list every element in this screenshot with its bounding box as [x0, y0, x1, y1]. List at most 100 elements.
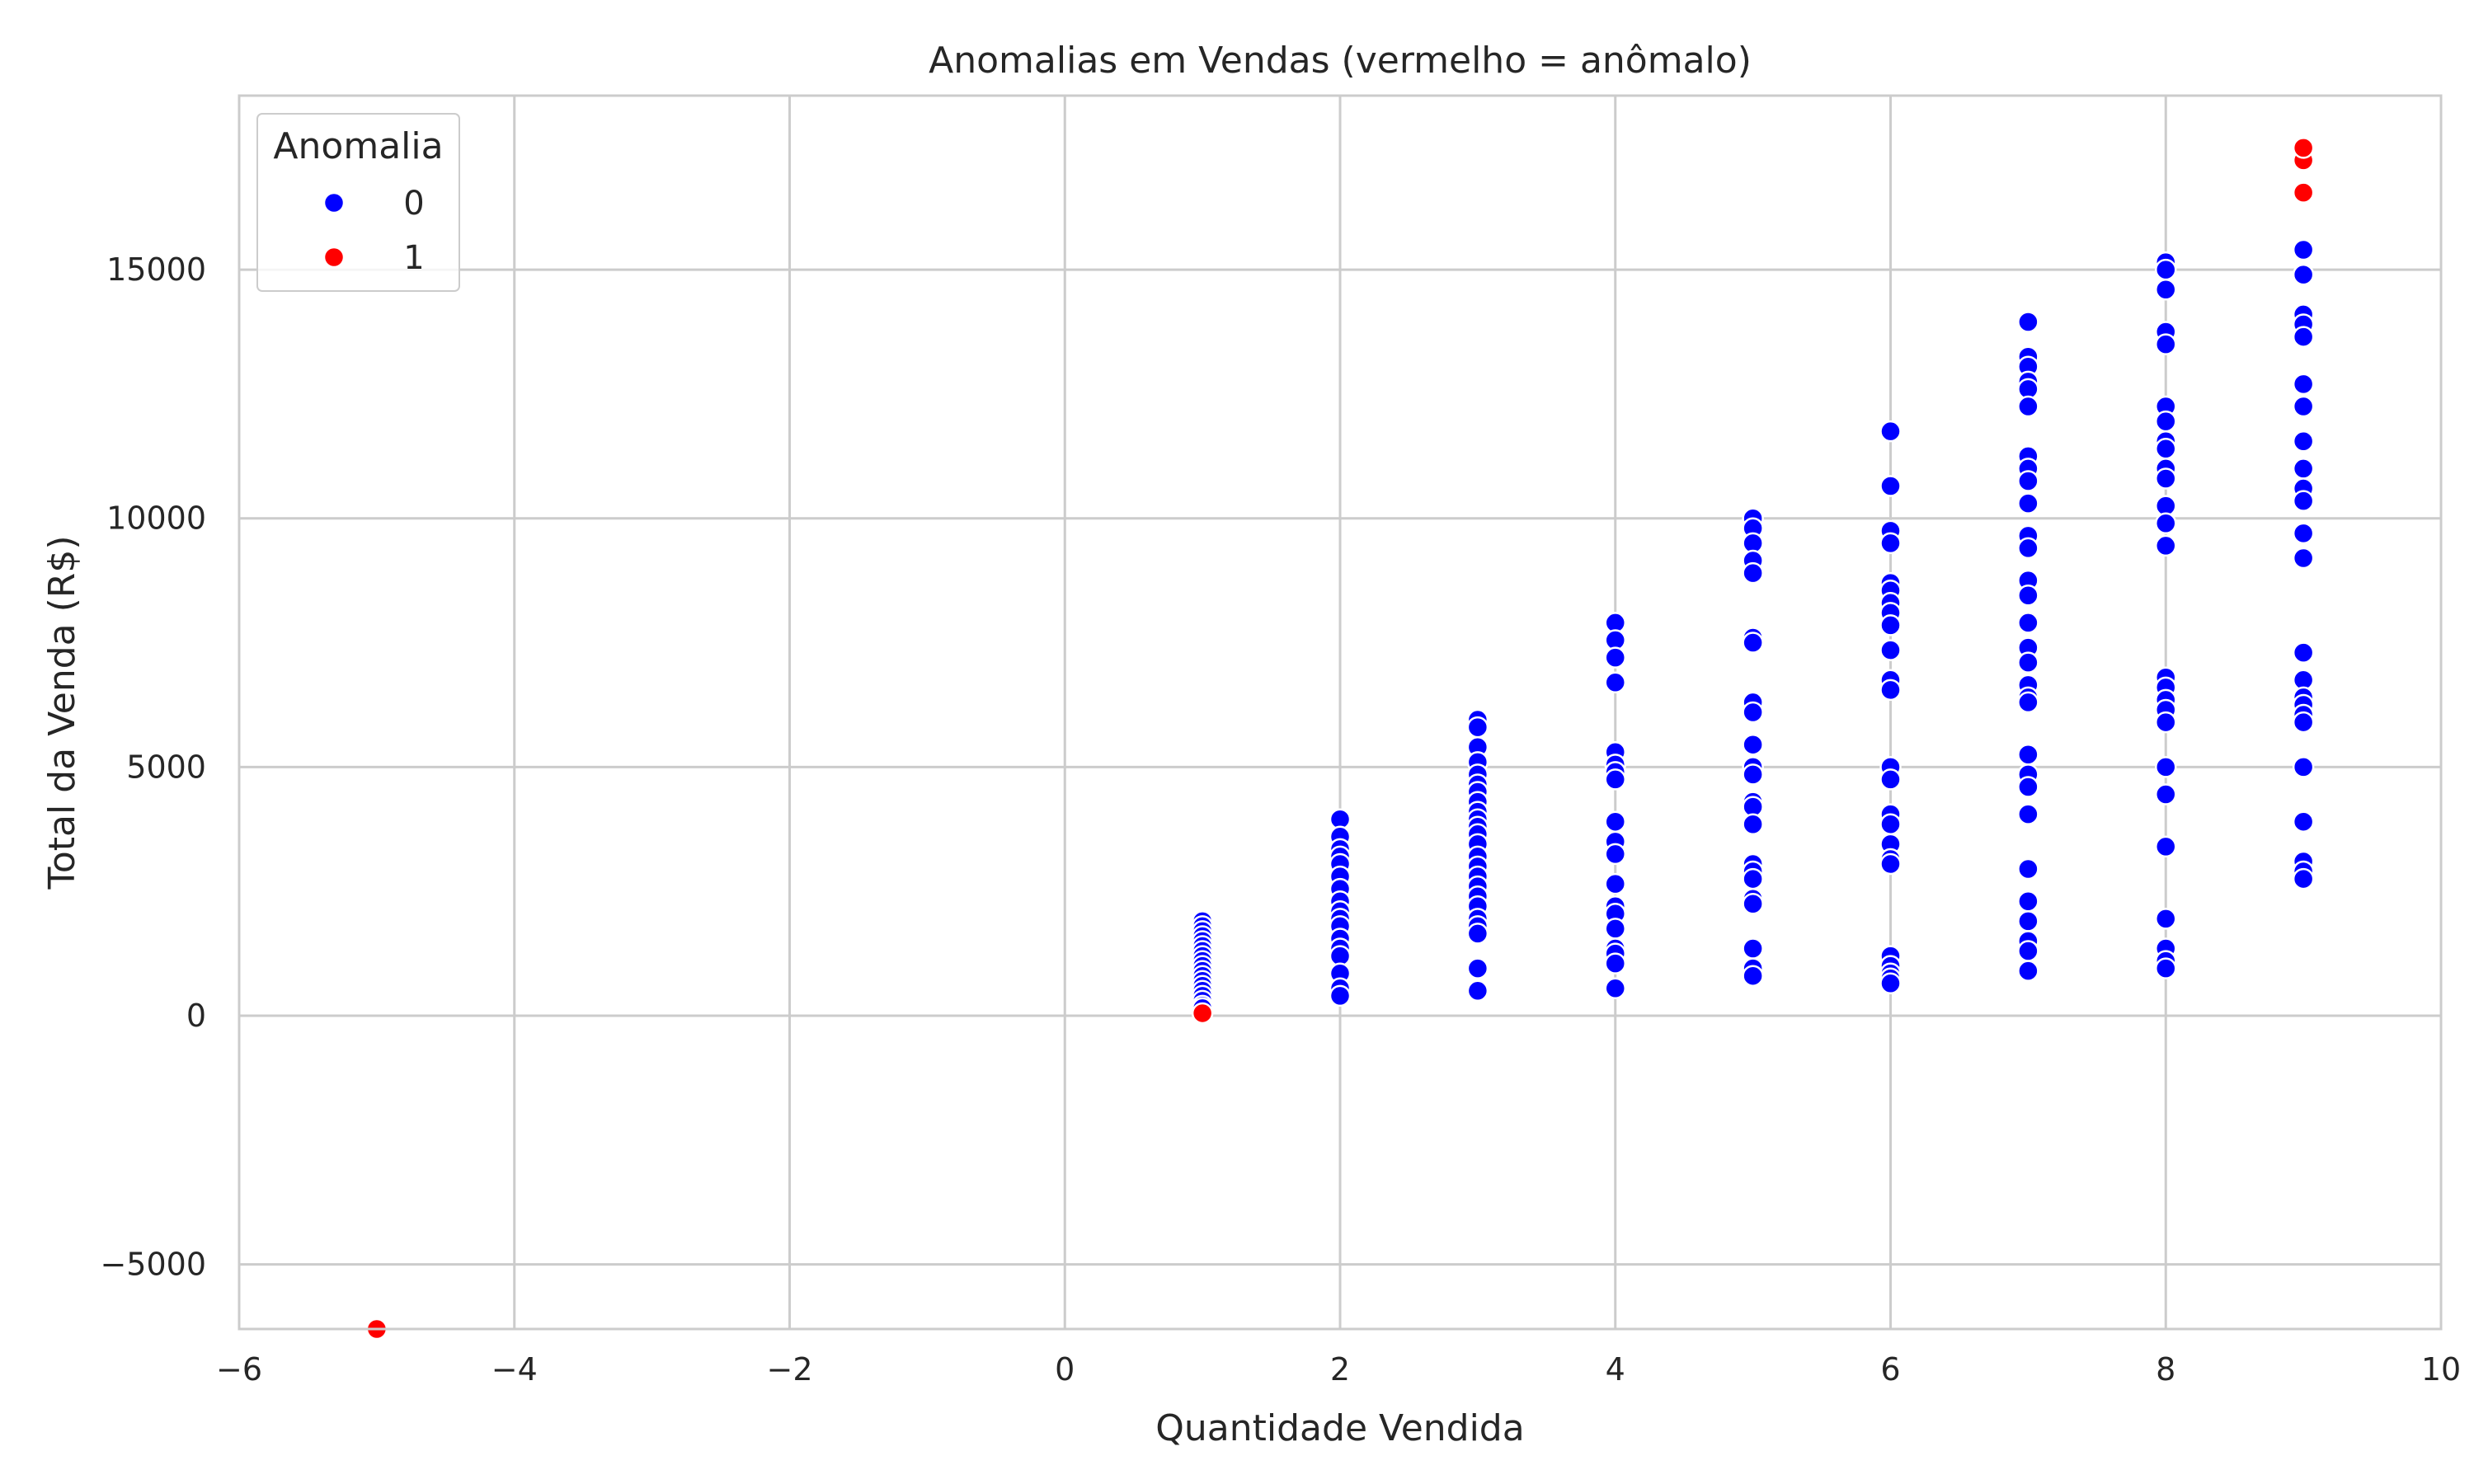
data-point-series-0	[2292, 711, 2315, 734]
data-point-series-0	[2017, 803, 2039, 825]
data-point-series-0	[2155, 711, 2177, 734]
data-point-series-0	[1604, 671, 1626, 694]
data-point-series-0	[1742, 701, 1764, 724]
data-point-series-0	[1742, 763, 1764, 786]
data-point-series-0	[2155, 756, 2177, 778]
x-axis-label: Quantidade Vendida	[1155, 1407, 1524, 1449]
data-point-series-1	[2292, 181, 2315, 204]
legend-marker	[322, 246, 346, 269]
x-tick-label: −6	[216, 1351, 262, 1388]
data-point-series-0	[2017, 940, 2039, 962]
data-point-series-0	[1879, 852, 1902, 876]
data-point-series-0	[2017, 776, 2039, 798]
data-point-series-0	[1742, 937, 1764, 960]
legend-box	[256, 113, 460, 292]
data-point-series-0	[1742, 561, 1764, 585]
x-tick-label: 6	[1880, 1351, 1900, 1388]
legend: Anomalia 01	[256, 113, 460, 292]
x-tick-label: 2	[1330, 1351, 1350, 1388]
data-point-series-0	[1742, 867, 1764, 890]
data-point-series-0	[1742, 813, 1764, 835]
x-tick-label: 10	[2421, 1351, 2461, 1388]
data-point-series-0	[1329, 984, 1352, 1007]
data-point-series-0	[2017, 395, 2039, 418]
data-point-series-0	[1466, 923, 1489, 945]
data-point-series-0	[1466, 957, 1489, 979]
data-point-series-0	[2292, 756, 2315, 778]
data-point-series-0	[1879, 614, 1902, 636]
plot-frame	[238, 94, 2443, 1331]
data-point-series-0	[2155, 438, 2177, 460]
data-point-series-0	[1742, 892, 1764, 915]
data-point-series-0	[2155, 534, 2177, 557]
y-tick-label: 5000	[126, 749, 206, 785]
data-point-series-0	[1604, 843, 1626, 866]
data-point-series-0	[2292, 238, 2315, 261]
data-point-series-0	[1879, 475, 1902, 497]
data-point-series-0	[1879, 768, 1902, 791]
data-point-series-0	[2292, 326, 2315, 348]
data-point-series-0	[1742, 733, 1764, 756]
data-point-series-0	[2292, 867, 2315, 890]
x-tick-label: 0	[1055, 1351, 1075, 1388]
data-point-series-0	[2292, 373, 2315, 396]
data-point-series-0	[1879, 679, 1902, 702]
data-point-series-0	[2292, 547, 2315, 570]
data-point-series-0	[2292, 641, 2315, 664]
x-tick-labels: −6 −4 −2 0 2 4 6 8 10	[216, 1351, 2461, 1388]
data-point-series-1	[1191, 1002, 1214, 1025]
x-tick-label: 8	[2156, 1351, 2175, 1388]
data-point-series-0	[2292, 490, 2315, 512]
data-point-series-0	[1466, 979, 1489, 1003]
data-point-series-0	[1604, 977, 1626, 1000]
x-tick-label: −2	[766, 1351, 812, 1388]
y-tick-label: 10000	[106, 500, 206, 537]
data-points	[365, 137, 2315, 1341]
data-point-series-0	[1604, 918, 1626, 940]
data-point-series-0	[2017, 744, 2039, 766]
y-tick-label: −5000	[100, 1247, 206, 1283]
data-point-series-0	[2017, 857, 2039, 881]
data-point-series-0	[2017, 470, 2039, 492]
data-point-series-0	[2292, 810, 2315, 833]
data-point-series-0	[2155, 512, 2177, 535]
data-point-series-0	[2017, 890, 2039, 913]
data-point-series-0	[1604, 952, 1626, 974]
data-point-series-0	[1879, 532, 1902, 555]
data-point-series-0	[2292, 522, 2315, 545]
data-point-series-0	[2017, 311, 2039, 333]
data-point-series-0	[2155, 908, 2177, 930]
data-point-series-0	[2155, 467, 2177, 490]
data-point-series-0	[2155, 783, 2177, 805]
data-point-series-0	[2017, 612, 2039, 634]
data-point-series-0	[1466, 716, 1489, 739]
data-point-series-0	[1604, 646, 1626, 669]
data-point-series-0	[2292, 430, 2315, 453]
data-point-series-0	[2155, 279, 2177, 301]
data-point-series-0	[2292, 458, 2315, 480]
chart-title: Anomalias em Vendas (vermelho = anômalo)	[929, 40, 1752, 82]
data-point-series-0	[2017, 651, 2039, 674]
data-point-series-0	[2017, 584, 2039, 607]
data-point-series-0	[1604, 768, 1626, 791]
data-point-series-0	[1879, 972, 1902, 995]
data-point-series-0	[1604, 810, 1626, 833]
data-point-series-0	[2017, 492, 2039, 514]
data-point-series-0	[2155, 835, 2177, 858]
data-point-series-0	[2017, 537, 2039, 560]
data-point-series-0	[1742, 965, 1764, 987]
data-point-series-0	[2155, 333, 2177, 355]
data-point-series-0	[1879, 420, 1902, 443]
data-point-series-1	[2292, 137, 2315, 159]
data-point-series-0	[2017, 691, 2039, 714]
data-point-series-0	[1604, 872, 1626, 895]
legend-items: 01	[322, 185, 425, 277]
data-point-series-0	[1879, 813, 1902, 835]
y-tick-label: 0	[186, 998, 206, 1034]
data-point-series-0	[1742, 632, 1764, 654]
legend-label: 0	[403, 185, 424, 223]
legend-marker	[322, 191, 346, 214]
legend-label: 1	[403, 239, 424, 277]
data-point-series-0	[2155, 258, 2177, 281]
